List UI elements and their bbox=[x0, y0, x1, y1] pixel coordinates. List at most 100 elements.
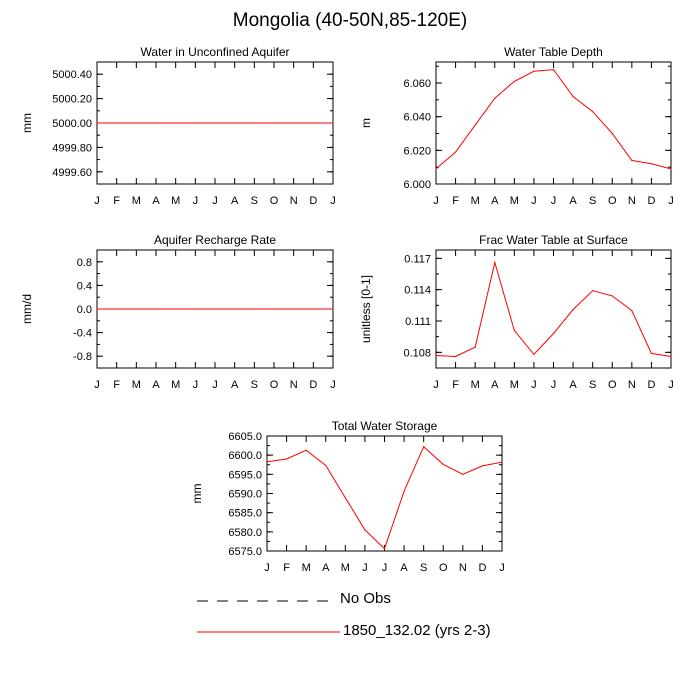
x-tick-label: M bbox=[171, 379, 180, 391]
data-point bbox=[175, 122, 177, 124]
x-tick-label: M bbox=[132, 379, 141, 391]
legend bbox=[197, 600, 340, 633]
x-tick-label: N bbox=[290, 379, 298, 391]
x-tick-label: J bbox=[531, 379, 537, 391]
x-tick-label: A bbox=[569, 379, 577, 391]
y-axis-label: m bbox=[359, 118, 373, 128]
data-point bbox=[481, 465, 483, 467]
y-tick-label: 6.000 bbox=[403, 179, 431, 191]
x-tick-label: J bbox=[499, 562, 505, 574]
y-tick-label: 6.020 bbox=[403, 145, 431, 157]
series-line bbox=[435, 260, 672, 358]
x-tick-label: J bbox=[362, 562, 368, 574]
x-tick-label: J bbox=[433, 195, 439, 207]
data-point bbox=[435, 168, 437, 170]
data-point bbox=[650, 163, 653, 165]
y-tick-label: 0.4 bbox=[77, 280, 92, 292]
x-tick-label: A bbox=[152, 379, 160, 391]
x-tick-label: D bbox=[309, 379, 317, 391]
data-point bbox=[135, 122, 137, 124]
x-tick-label: A bbox=[231, 195, 239, 207]
x-tick-label: S bbox=[251, 379, 258, 391]
data-point bbox=[474, 124, 476, 126]
y-tick-label: -0.8 bbox=[73, 351, 92, 363]
x-tick-label: S bbox=[589, 379, 596, 391]
data-point bbox=[494, 261, 496, 264]
data-point bbox=[592, 111, 594, 113]
y-tick-label: 6595.0 bbox=[228, 469, 262, 481]
data-point bbox=[312, 122, 314, 124]
x-tick-label: O bbox=[270, 379, 279, 391]
y-axis-label: mm bbox=[190, 484, 204, 504]
data-point bbox=[364, 529, 366, 531]
data-point bbox=[325, 464, 327, 467]
series-line bbox=[435, 69, 672, 170]
plot-frame bbox=[435, 249, 672, 369]
x-tick-label: A bbox=[569, 195, 577, 207]
x-tick-label: N bbox=[459, 562, 467, 574]
data-point bbox=[552, 332, 555, 335]
x-tick-label: J bbox=[94, 379, 100, 391]
x-tick-label: J bbox=[212, 195, 218, 207]
chart-panel-0: Water in Unconfined Aquifer mm 4999.60 4999… bbox=[20, 45, 336, 207]
x-tick-label: M bbox=[132, 195, 141, 207]
data-point bbox=[474, 346, 476, 348]
y-tick-label: 6.040 bbox=[403, 112, 431, 124]
x-tick-label: S bbox=[589, 195, 596, 207]
data-point bbox=[631, 159, 633, 161]
x-tick-label: N bbox=[290, 195, 298, 207]
data-point bbox=[293, 122, 295, 124]
x-tick-label: A bbox=[231, 379, 239, 391]
data-point bbox=[266, 461, 268, 463]
chart-title: Total Water Storage bbox=[332, 419, 438, 433]
x-tick-label: M bbox=[341, 562, 350, 574]
data-point bbox=[403, 490, 405, 492]
x-tick-label: M bbox=[510, 195, 519, 207]
x-tick-label: F bbox=[113, 195, 120, 207]
x-tick-label: F bbox=[452, 379, 459, 391]
x-tick-label: J bbox=[264, 562, 270, 574]
x-tick-label: J bbox=[531, 195, 537, 207]
y-tick-label: 6.060 bbox=[403, 78, 431, 90]
data-point bbox=[234, 308, 236, 310]
x-tick-label: A bbox=[400, 562, 408, 574]
x-tick-label: J bbox=[433, 379, 439, 391]
chart-panel-1: Water Table Depth m 6.000 6.020 6.040 6.060 J F… bbox=[359, 45, 674, 207]
x-tick-label: D bbox=[309, 195, 317, 207]
x-tick-label: J bbox=[330, 379, 336, 391]
data-point bbox=[670, 168, 672, 170]
x-tick-label: J bbox=[382, 562, 388, 574]
y-tick-label: 0.8 bbox=[77, 257, 92, 269]
plot-frame bbox=[435, 61, 672, 185]
y-tick-label: 0.0 bbox=[77, 304, 92, 316]
page-title: Mongolia (40-50N,85-120E) bbox=[232, 10, 468, 31]
y-axis-label: mm/d bbox=[20, 294, 34, 324]
plot-frame bbox=[266, 435, 503, 552]
data-point bbox=[253, 308, 255, 310]
x-tick-label: F bbox=[283, 562, 290, 574]
x-tick-label: J bbox=[551, 195, 557, 207]
data-point bbox=[513, 80, 515, 82]
data-point bbox=[234, 122, 236, 124]
data-point bbox=[670, 355, 672, 358]
y-tick-label: 4999.80 bbox=[52, 142, 92, 154]
chart-panel-3: Frac Water Table at Surface unitless [0-1… bbox=[359, 233, 674, 391]
x-tick-label: O bbox=[608, 379, 617, 391]
x-tick-label: J bbox=[668, 195, 674, 207]
series-line bbox=[266, 445, 503, 550]
data-point bbox=[383, 548, 386, 550]
data-point bbox=[116, 122, 118, 124]
x-tick-label: F bbox=[113, 379, 120, 391]
y-tick-label: 6585.0 bbox=[228, 508, 262, 520]
x-tick-label: A bbox=[152, 195, 160, 207]
y-tick-label: 6600.0 bbox=[228, 450, 262, 462]
data-point bbox=[155, 122, 157, 124]
chart-title: Frac Water Table at Surface bbox=[479, 233, 628, 247]
data-point bbox=[214, 122, 216, 124]
legend-label-no-obs: No Obs bbox=[340, 590, 391, 607]
y-tick-label: 5000.00 bbox=[52, 118, 92, 130]
data-point bbox=[194, 122, 196, 124]
x-tick-label: A bbox=[491, 195, 499, 207]
data-point bbox=[253, 122, 255, 124]
x-tick-label: J bbox=[193, 379, 199, 391]
